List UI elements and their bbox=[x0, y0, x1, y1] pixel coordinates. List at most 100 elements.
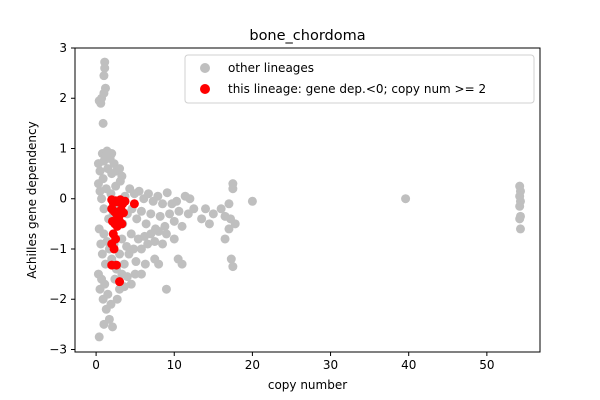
point-other-111 bbox=[136, 269, 146, 279]
point-other-141 bbox=[515, 201, 525, 211]
point-other-53 bbox=[160, 221, 170, 231]
point-other-26 bbox=[97, 194, 107, 204]
point-other-66 bbox=[99, 229, 109, 239]
series-this-lineage bbox=[107, 195, 139, 287]
point-other-110 bbox=[130, 269, 140, 279]
point-other-87 bbox=[154, 226, 164, 236]
x-tick-label-2: 20 bbox=[245, 358, 260, 372]
points-layer bbox=[93, 57, 525, 342]
point-other-55 bbox=[165, 209, 175, 219]
point-other-89 bbox=[161, 229, 171, 239]
legend-box bbox=[184, 54, 535, 104]
point-other-42 bbox=[134, 186, 144, 196]
point-other-104 bbox=[112, 294, 122, 304]
legend-label-other-lineages: other lineages bbox=[228, 61, 314, 75]
point-other-57 bbox=[169, 216, 179, 226]
x-tick-label-4: 40 bbox=[401, 358, 416, 372]
legend-marker-this-lineage bbox=[200, 84, 210, 94]
point-other-115 bbox=[161, 284, 171, 294]
point-other-114 bbox=[154, 259, 164, 269]
point-other-60 bbox=[177, 221, 187, 231]
point-lineage-25 bbox=[115, 277, 125, 287]
point-other-24 bbox=[93, 179, 103, 189]
x-tick-label-1: 10 bbox=[167, 358, 182, 372]
point-other-86 bbox=[150, 236, 160, 246]
point-other-122 bbox=[204, 219, 214, 229]
point-other-121 bbox=[201, 204, 211, 214]
point-other-10 bbox=[95, 166, 105, 176]
point-other-102 bbox=[99, 319, 109, 329]
y-axis-label: Achilles gene dependency bbox=[25, 121, 39, 278]
point-other-46 bbox=[143, 189, 153, 199]
point-other-51 bbox=[155, 211, 165, 221]
y-tick-label-3: 0 bbox=[59, 192, 67, 206]
point-other-100 bbox=[108, 322, 118, 332]
point-other-134 bbox=[224, 224, 234, 234]
point-other-59 bbox=[174, 206, 184, 216]
y-axis: −3 −2 −1 0 1 2 3 bbox=[49, 41, 75, 356]
point-other-129 bbox=[228, 179, 238, 189]
point-other-58 bbox=[172, 196, 182, 206]
point-other-80 bbox=[131, 257, 141, 267]
point-other-133 bbox=[228, 262, 238, 272]
point-other-82 bbox=[136, 244, 146, 254]
point-lineage-13 bbox=[118, 208, 128, 218]
point-other-50 bbox=[153, 191, 163, 201]
point-other-76 bbox=[122, 241, 132, 251]
point-other-135 bbox=[247, 196, 257, 206]
point-other-118 bbox=[185, 194, 195, 204]
point-lineage-24 bbox=[111, 260, 121, 270]
y-tick-label-0: −3 bbox=[49, 342, 67, 356]
point-other-88 bbox=[158, 239, 168, 249]
point-other-23 bbox=[107, 149, 117, 159]
chart-title: bone_chordoma bbox=[249, 28, 365, 44]
plot-area-frame bbox=[74, 47, 541, 353]
point-other-97 bbox=[103, 289, 113, 299]
point-other-85 bbox=[146, 229, 156, 239]
point-other-101 bbox=[94, 332, 104, 342]
y-tick-label-6: 3 bbox=[59, 41, 67, 55]
point-other-8 bbox=[96, 98, 106, 108]
point-other-74 bbox=[117, 234, 127, 244]
legend: other lineages this lineage: gene dep.<0… bbox=[184, 54, 535, 104]
y-tick-label-5: 2 bbox=[59, 91, 67, 105]
point-other-99 bbox=[106, 299, 116, 309]
y-tick-label-1: −2 bbox=[49, 292, 67, 306]
x-tick-label-5: 50 bbox=[479, 358, 494, 372]
point-other-123 bbox=[208, 209, 218, 219]
point-other-143 bbox=[515, 214, 525, 224]
point-other-119 bbox=[189, 204, 199, 214]
point-other-108 bbox=[122, 272, 132, 282]
x-axis-label: copy number bbox=[268, 378, 347, 392]
point-other-4 bbox=[99, 71, 109, 81]
point-other-117 bbox=[177, 259, 187, 269]
point-other-54 bbox=[162, 188, 172, 198]
point-other-124 bbox=[216, 204, 226, 214]
point-other-52 bbox=[158, 199, 168, 209]
point-other-6 bbox=[100, 57, 110, 67]
x-axis: 0 10 20 30 40 50 bbox=[92, 352, 494, 372]
point-other-41 bbox=[132, 214, 142, 224]
x-tick-label-3: 30 bbox=[323, 358, 338, 372]
point-other-75 bbox=[119, 259, 129, 269]
point-other-120 bbox=[197, 214, 207, 224]
point-other-43 bbox=[136, 206, 146, 216]
point-other-126 bbox=[224, 199, 234, 209]
point-lineage-7 bbox=[129, 199, 139, 209]
point-other-130 bbox=[230, 219, 240, 229]
point-other-79 bbox=[129, 244, 139, 254]
point-other-131 bbox=[220, 234, 230, 244]
x-tick-label-0: 0 bbox=[92, 358, 100, 372]
point-lineage-18 bbox=[117, 219, 127, 229]
point-other-109 bbox=[126, 279, 136, 289]
point-other-47 bbox=[146, 209, 156, 219]
legend-label-this-lineage: this lineage: gene dep.<0; copy num >= 2 bbox=[228, 82, 486, 96]
point-other-78 bbox=[126, 229, 136, 239]
point-other-95 bbox=[100, 279, 110, 289]
point-other-19 bbox=[115, 164, 125, 174]
point-other-136 bbox=[401, 194, 411, 204]
point-other-7 bbox=[98, 118, 108, 128]
point-other-34 bbox=[115, 176, 125, 186]
point-lineage-6 bbox=[120, 196, 130, 206]
